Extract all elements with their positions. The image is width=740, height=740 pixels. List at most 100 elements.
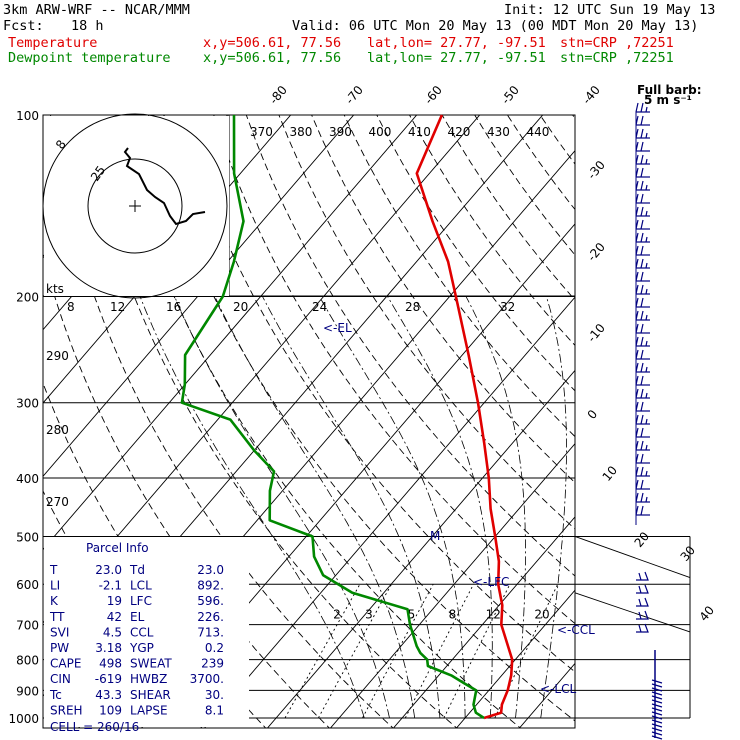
isotherm--70: [43, 115, 418, 551]
wind-barb: [635, 128, 650, 139]
theta-label-390: 390: [329, 125, 352, 139]
dew-station: stn=CRP ,72251: [560, 50, 674, 66]
wind-barb: [635, 440, 650, 451]
dry-adiabat-400: [441, 115, 575, 301]
isotherm-label--60: -60: [422, 83, 445, 107]
isotherm--10: [266, 369, 575, 728]
param-SHEAR: SHEAR: [130, 688, 171, 702]
dry-adiabat-450: [605, 115, 740, 731]
wind-barb: [635, 271, 650, 282]
param-SHEAR-value: 30.: [205, 688, 224, 702]
param-Tc: Tc: [49, 688, 62, 702]
param-PW-value: 3.18: [95, 641, 122, 655]
surface-barb-tick: [651, 723, 663, 728]
moist-adiabat-20: [319, 296, 466, 718]
hodo-scale-20: 20: [233, 300, 248, 314]
param-SREH: SREH: [50, 703, 83, 717]
wind-barb: [635, 388, 650, 399]
wind-barb: [635, 258, 650, 269]
param-EL-value: 226.: [197, 610, 224, 624]
dewpoint-profile: [180, 114, 485, 720]
wind-barb: [635, 284, 650, 295]
isotherm-label-30: 30: [678, 543, 699, 564]
pressure-label-800: 800: [16, 654, 39, 668]
ccl-marker: <-CCL: [557, 623, 595, 637]
mixing-label-20: 20: [534, 608, 549, 622]
hodo-units: kts: [46, 282, 64, 296]
dry-adiabat-440: [572, 115, 575, 120]
wind-barb: [635, 232, 650, 243]
wind-barb: [635, 453, 650, 464]
theta-label-440: 440: [527, 125, 550, 139]
theta-label-370: 370: [250, 125, 273, 139]
pressure-label-200: 200: [16, 291, 39, 305]
theta-label-430: 430: [487, 125, 510, 139]
hodo-ring-outer: [42, 113, 228, 299]
param-SVI: SVI: [50, 625, 69, 639]
wind-barb: [635, 206, 650, 217]
cell-motion: CELL = 260/16: [50, 720, 139, 734]
param-Td: Td: [129, 563, 145, 577]
dry-adiabat-410: [474, 115, 575, 256]
param-SWEAT-value: 239: [201, 657, 224, 671]
mixing-line-3: [318, 583, 392, 719]
dry-adiabat-380: [376, 115, 575, 392]
wind-barb: [635, 310, 650, 321]
isotherm-30: [518, 662, 575, 728]
barb-legend-title: Full barb:: [637, 83, 702, 97]
param-Td-value: 23.0: [197, 563, 224, 577]
wind-barb: [635, 297, 650, 308]
pressure-label-500: 500: [16, 530, 39, 544]
param-LFC: LFC: [130, 594, 152, 608]
wind-barb-low: [636, 610, 649, 620]
wind-barb: [635, 505, 650, 516]
param-PW: PW: [50, 641, 69, 655]
isotherm-20: [455, 589, 575, 728]
theta-label-380: 380: [290, 125, 313, 139]
mixing-label-2: 2: [333, 608, 341, 622]
isotherm-10: [392, 516, 575, 728]
surface-barb-tick: [651, 691, 663, 696]
isotherm-40: [580, 102, 740, 731]
dry-adiabat-360: [311, 115, 575, 484]
wind-barb-low: [636, 584, 649, 594]
wind-barb: [635, 414, 650, 425]
wind-barb: [635, 427, 650, 438]
surface-barb-tick: [651, 679, 663, 684]
theta-label-420: 420: [448, 125, 471, 139]
hodo-scale-8: 8: [67, 300, 75, 314]
surface-barb-tick: [651, 703, 663, 708]
param-LFC-value: 596.: [197, 594, 224, 608]
pressure-label-600: 600: [16, 578, 39, 592]
moist-adiabat-28: [465, 296, 526, 719]
lcl-marker: <-LCL: [540, 682, 576, 696]
param-LAPSE: LAPSE: [130, 703, 168, 717]
isotherm-label-20: 20: [632, 529, 653, 550]
pressure-label-100: 100: [16, 109, 39, 123]
pressure-label-1000: 1000: [8, 712, 39, 726]
surface-barb-tick: [651, 735, 663, 740]
dry-adiabat-330: [213, 115, 575, 625]
surface-barb-tick: [651, 707, 663, 712]
wind-barb: [635, 102, 650, 113]
isotherm--80: [43, 115, 355, 477]
dry-label-280: 280: [46, 423, 69, 437]
param-YGP-value: 0.2: [205, 641, 224, 655]
wind-barb: [635, 492, 650, 503]
hodograph-trace: [123, 147, 206, 226]
param-LI: LI: [50, 579, 60, 593]
temp-latlon: lat,lon= 27.77, -97.51: [367, 35, 546, 51]
dry-adiabat-370: [343, 115, 575, 438]
param-CCL: CCL: [130, 625, 154, 639]
wind-barb: [635, 362, 650, 373]
forecast-hour: 18 h: [71, 18, 104, 34]
dew-xy: x,y=506.61, 77.56: [203, 50, 342, 66]
surface-barb-tick: [651, 727, 663, 732]
param-SVI-value: 4.5: [103, 625, 122, 639]
pressure-label-300: 300: [16, 397, 39, 411]
barb-legend-units: 5 m s⁻¹: [644, 93, 692, 107]
surface-barb-tick: [651, 719, 663, 724]
temp-station: stn=CRP ,72251: [560, 35, 674, 51]
temperature-profile: [415, 114, 514, 720]
